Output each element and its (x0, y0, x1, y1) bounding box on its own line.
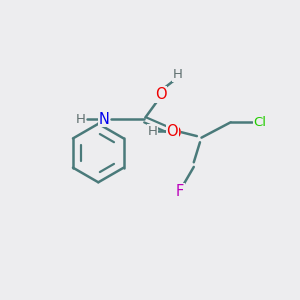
Text: Cl: Cl (254, 116, 266, 129)
Text: H: H (173, 68, 183, 81)
Text: H: H (147, 125, 157, 138)
Text: H: H (76, 113, 85, 126)
Text: O: O (167, 124, 178, 139)
Text: N: N (98, 112, 109, 127)
Text: F: F (176, 184, 184, 199)
Text: O: O (169, 125, 180, 140)
Text: O: O (155, 87, 167, 102)
